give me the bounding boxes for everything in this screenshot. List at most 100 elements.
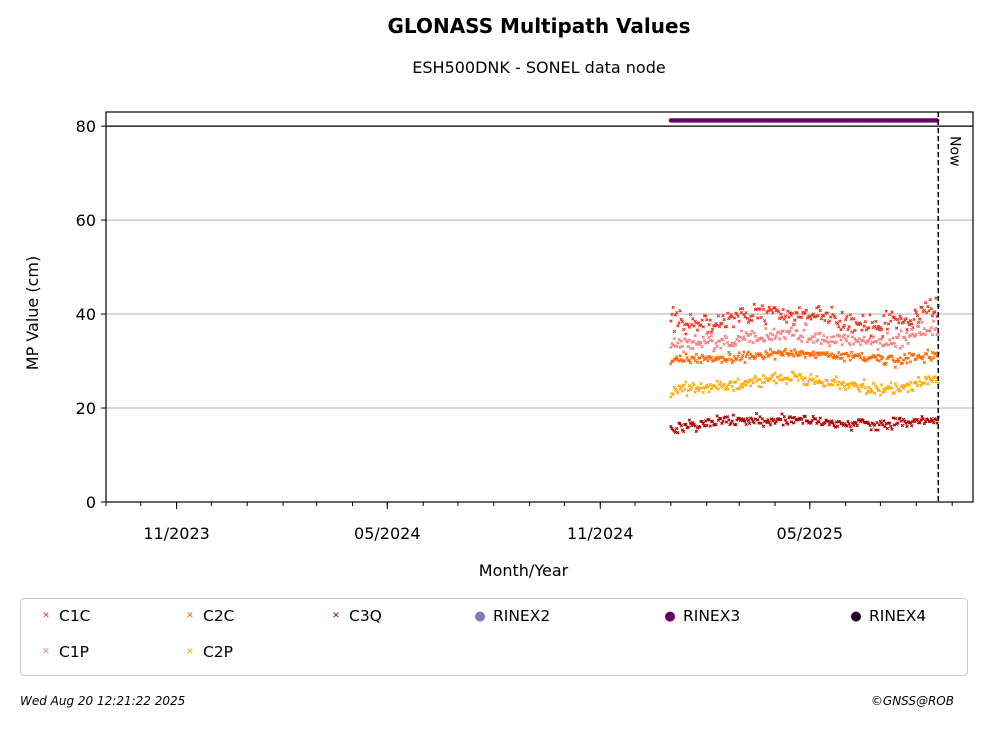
x-tick-label: 05/2024 — [354, 524, 420, 543]
point-c1c — [897, 321, 901, 325]
point-c2c — [837, 350, 841, 355]
point-c3q — [919, 418, 923, 422]
x-axis-label: Month/Year — [479, 561, 569, 580]
point-c1p — [692, 339, 696, 344]
point-c2c — [692, 356, 696, 360]
point-c1p — [701, 335, 705, 339]
point-c2p — [731, 388, 736, 393]
point-c1p — [738, 335, 743, 339]
point-c3q — [801, 421, 805, 426]
point-c1c — [744, 310, 748, 315]
point-c2c — [839, 352, 843, 357]
point-c1p — [769, 337, 774, 342]
point-c2p — [926, 382, 930, 386]
point-c2c — [786, 351, 790, 356]
point-c1c — [830, 305, 834, 309]
point-c1p — [793, 322, 797, 326]
point-c1p — [725, 340, 730, 344]
point-c3q — [720, 421, 724, 425]
point-c2p — [936, 381, 940, 385]
point-c2p — [887, 386, 892, 391]
point-c2c — [720, 360, 724, 365]
point-c2c — [931, 356, 936, 360]
point-c2p — [817, 378, 821, 383]
point-c2p — [692, 383, 696, 387]
point-c1p — [762, 339, 767, 343]
point-c1c — [725, 311, 730, 315]
point-c2c — [840, 356, 844, 360]
point-c2p — [685, 393, 689, 398]
point-c1p — [909, 327, 914, 332]
point-c3q — [747, 421, 752, 426]
point-c2c — [778, 350, 782, 354]
point-c3q — [743, 419, 747, 423]
point-c1c — [728, 315, 732, 319]
point-c2c — [685, 356, 689, 360]
point-c1c — [879, 327, 884, 332]
point-c3q — [903, 419, 907, 423]
point-c1p — [781, 329, 785, 333]
point-c2c — [762, 355, 767, 359]
point-c2p — [809, 372, 813, 377]
point-c1p — [690, 340, 694, 344]
point-c1p — [705, 332, 709, 336]
point-c2p — [736, 377, 740, 382]
point-c2p — [865, 389, 870, 393]
point-c2p — [725, 387, 730, 391]
point-c2c — [695, 360, 700, 364]
point-c2c — [796, 353, 800, 358]
point-c3q — [752, 421, 756, 425]
point-c1c — [758, 307, 762, 311]
point-c3q — [834, 420, 839, 424]
point-c3q — [703, 419, 708, 423]
point-c2c — [929, 358, 934, 363]
point-c1p — [867, 338, 871, 343]
point-c1p — [676, 341, 680, 345]
point-c1c — [898, 314, 902, 318]
point-c1c — [776, 309, 781, 314]
point-c1p — [789, 326, 793, 330]
point-c1c — [713, 324, 717, 328]
point-c1c — [803, 311, 807, 315]
point-c3q — [702, 424, 707, 428]
point-c2p — [847, 385, 851, 390]
point-c1c — [878, 325, 883, 330]
point-c3q — [781, 423, 785, 427]
point-c1p — [791, 333, 796, 337]
point-c2c — [767, 353, 771, 357]
point-c1p — [870, 340, 874, 344]
point-c1c — [750, 318, 754, 323]
point-c1c — [678, 309, 682, 313]
point-c1c — [730, 315, 734, 319]
point-c1p — [736, 334, 740, 338]
footer-timestamp: Wed Aug 20 12:21:22 2025 — [20, 694, 186, 708]
point-c2p — [798, 372, 803, 377]
point-c1c — [736, 314, 740, 318]
point-c2c — [751, 354, 755, 358]
point-c3q — [708, 424, 712, 428]
point-c3q — [899, 419, 903, 423]
point-c2c — [898, 356, 902, 360]
point-c2p — [693, 390, 697, 394]
point-c2p — [855, 384, 859, 388]
point-c1p — [824, 339, 828, 343]
point-c1p — [819, 341, 824, 346]
point-c2c — [916, 353, 921, 357]
point-c3q — [854, 421, 858, 425]
point-c2p — [830, 378, 834, 383]
point-c1c — [875, 326, 879, 331]
point-c1c — [816, 314, 820, 318]
point-c2p — [872, 391, 877, 396]
point-c2c — [881, 355, 885, 360]
point-c1c — [884, 309, 888, 313]
chart-subtitle: ESH500DNK - SONEL data node — [412, 58, 666, 77]
point-c3q — [779, 417, 783, 422]
point-c3q — [898, 416, 902, 420]
point-c1p — [852, 342, 856, 346]
point-c2c — [906, 356, 910, 360]
point-c2c — [926, 348, 930, 352]
point-c3q — [885, 426, 890, 431]
point-c2c — [861, 358, 865, 362]
point-c2p — [933, 375, 937, 379]
point-c2p — [915, 384, 920, 388]
